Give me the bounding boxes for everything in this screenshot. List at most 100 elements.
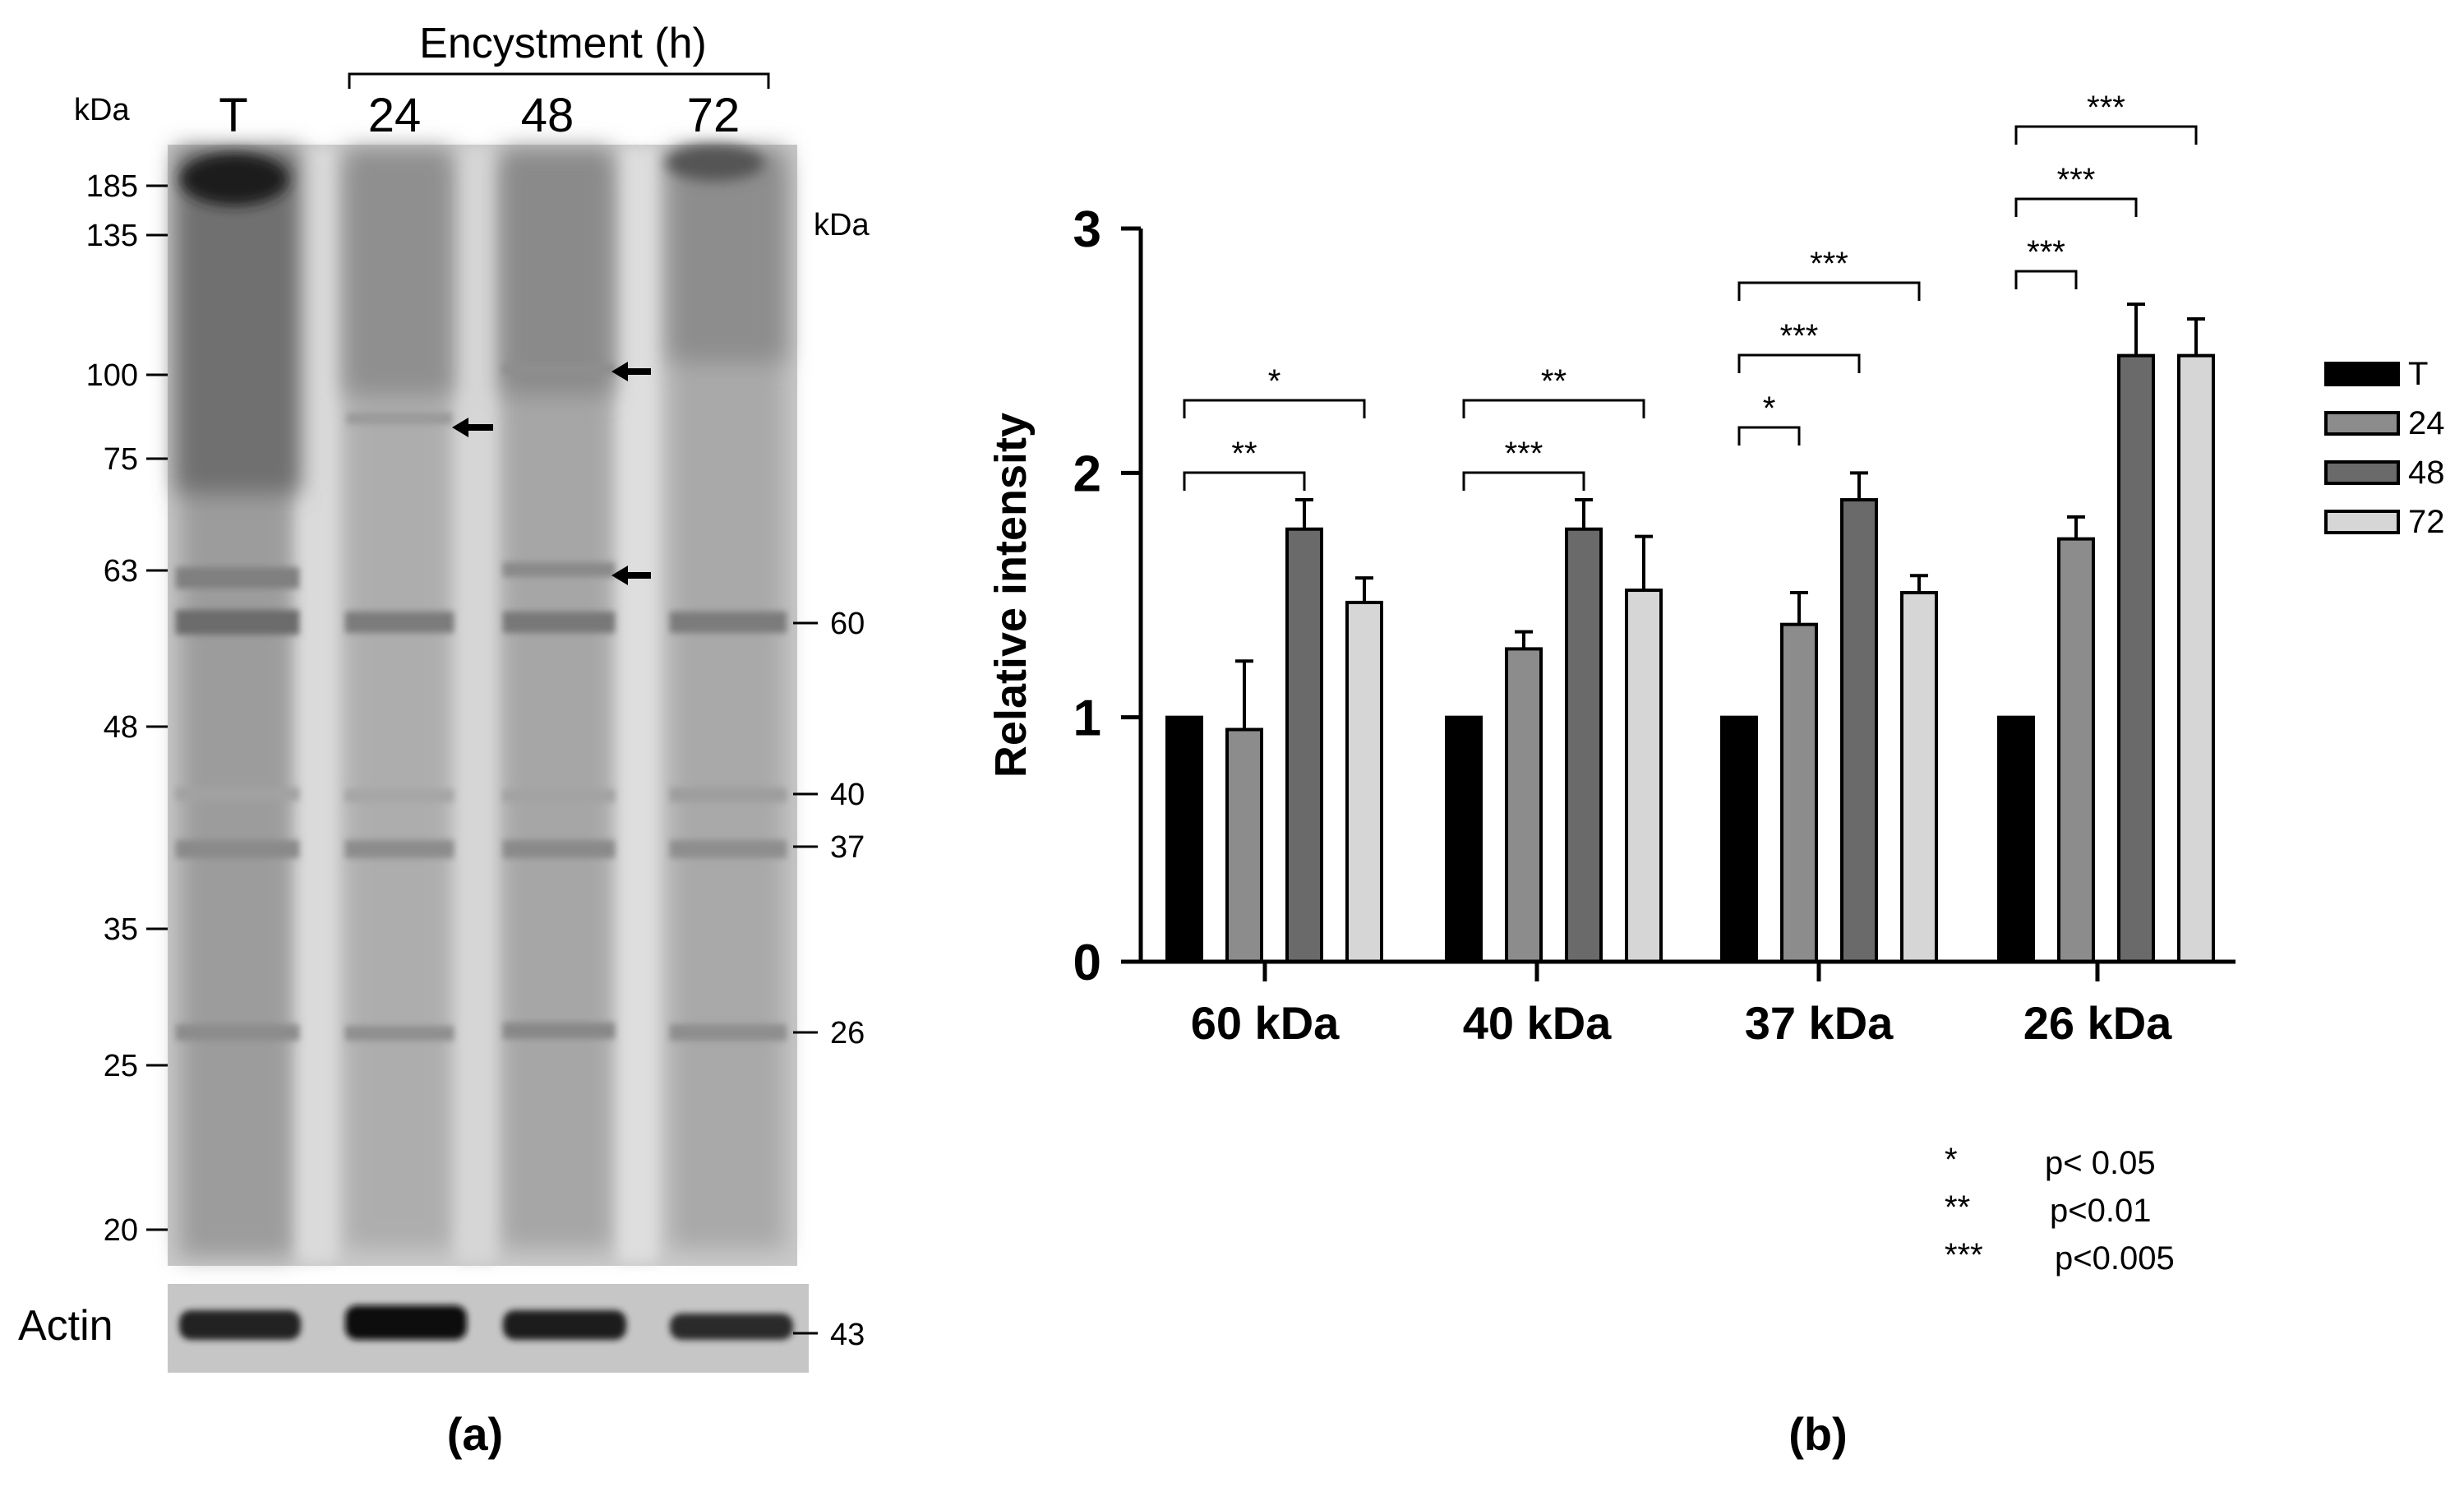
bar-48-1 (1565, 527, 1603, 963)
lane-label-72: 72 (687, 89, 741, 142)
arrow-lane-48-lower-icon (611, 566, 651, 585)
marker-135: 135 (86, 219, 138, 253)
blot-arrows (452, 362, 651, 585)
blot-header-label: Encystment (h) (419, 20, 707, 67)
error-bar-24-1 (1515, 630, 1533, 649)
y-axis-label: Relative intensity (986, 413, 1036, 778)
sig-label-6: *** (1810, 246, 1848, 282)
sig-bracket-1: * (1183, 363, 1366, 418)
bar-72-3 (2177, 353, 2215, 963)
sig-bracket-6: *** (1737, 246, 1921, 301)
legend-swatch-72 (2324, 510, 2400, 534)
y-tick-label-1: 1 (1073, 690, 1101, 747)
marker-26: 26 (830, 1016, 865, 1050)
bar-48-0 (1285, 527, 1323, 963)
marker-48: 48 (104, 710, 138, 745)
marker-100: 100 (86, 358, 138, 393)
marker-185: 185 (86, 169, 138, 204)
sig-label-3: ** (1541, 363, 1567, 399)
sig-label-2: *** (1505, 436, 1543, 472)
bar-24-0 (1225, 727, 1263, 963)
bar-24-1 (1505, 647, 1543, 963)
sig-bracket-8: *** (2014, 162, 2138, 217)
sig-label-5: *** (1780, 318, 1819, 354)
legend-swatch-T (2324, 362, 2400, 386)
marker-43: 43 (830, 1318, 865, 1352)
marker-63: 63 (104, 554, 138, 589)
bar-72-2 (1900, 591, 1938, 963)
error-bar-72-3 (2187, 317, 2205, 356)
y-tick-label-2: 2 (1073, 446, 1101, 502)
x-tick-label-1: 40 kDa (1463, 997, 1612, 1049)
marker-25: 25 (104, 1049, 138, 1083)
legend-swatch-24 (2324, 411, 2400, 436)
bar-48-2 (1840, 498, 1878, 963)
sig-label-8: *** (2057, 162, 2096, 198)
error-bar-48-2 (1850, 471, 1868, 501)
marker-37: 37 (830, 830, 865, 865)
bar-T-2 (1720, 715, 1758, 964)
sig-bracket-7: *** (2014, 234, 2078, 289)
bar-72-0 (1345, 600, 1383, 963)
sig-label-7: *** (2027, 234, 2065, 270)
legend-swatch-48 (2324, 460, 2400, 485)
error-bar-48-1 (1575, 498, 1593, 529)
lane-label-48: 48 (521, 89, 574, 142)
marker-35: 35 (104, 912, 138, 947)
kda-left-label: kDa (74, 93, 130, 127)
bar-T-0 (1165, 715, 1203, 964)
actin-label: Actin (18, 1302, 113, 1350)
lane-label-T: T (219, 89, 247, 142)
y-tick-label-3: 3 (1073, 201, 1101, 258)
blot-header-bracket (348, 72, 770, 89)
error-bar-48-0 (1295, 498, 1313, 529)
legend-label-48: 48 (2408, 455, 2445, 491)
y-ticks: 0 1 2 3 (1073, 201, 1141, 991)
error-bar-24-3 (2067, 515, 2085, 539)
sig-bracket-4: * (1737, 390, 1801, 446)
blot-bands (176, 363, 787, 1041)
bar-24-3 (2057, 537, 2095, 963)
sig-bracket-2: *** (1462, 436, 1585, 491)
error-bar-72-2 (1910, 574, 1928, 593)
legend: T 24 48 72 (2324, 356, 2445, 540)
sig-bracket-0: ** (1183, 436, 1306, 491)
error-bar-48-3 (2127, 302, 2145, 356)
arrow-lane-48-upper-icon (611, 362, 651, 381)
error-bars-layer (1235, 302, 2205, 730)
blot-panel: Encystment (h) kDa kDa T 24 48 72 (18, 20, 870, 1460)
marker-60: 60 (830, 607, 865, 641)
key-text-1: p<0.01 (2050, 1193, 2151, 1229)
x-tick-label-3: 26 kDa (2023, 997, 2172, 1049)
blot-caption: (a) (447, 1408, 503, 1460)
arrow-lane-24-icon (452, 418, 493, 437)
kda-right-label: kDa (814, 208, 870, 242)
significance-key: * p< 0.05 ** p<0.01 *** p<0.005 (1945, 1142, 2175, 1277)
blot-membrane (168, 145, 809, 1373)
key-symbol-1: ** (1945, 1189, 1970, 1226)
bars-layer (1165, 353, 2215, 964)
legend-label-72: 72 (2408, 504, 2445, 540)
y-tick-label-0: 0 (1073, 935, 1101, 991)
sig-label-4: * (1763, 390, 1776, 427)
key-symbol-0: * (1945, 1142, 1958, 1178)
bar-72-1 (1625, 589, 1663, 963)
bar-48-3 (2117, 353, 2155, 963)
sig-label-1: * (1268, 363, 1281, 399)
x-tick-label-2: 37 kDa (1745, 997, 1894, 1049)
actin-bands (179, 1305, 793, 1340)
sig-label-0: ** (1231, 436, 1257, 472)
left-markers: 185 135 100 75 63 48 35 25 20 (86, 169, 168, 1248)
key-text-2: p<0.005 (2055, 1240, 2175, 1277)
marker-40: 40 (830, 778, 865, 812)
legend-label-T: T (2408, 356, 2428, 392)
x-ticks: 60 kDa 40 kDa 37 kDa 26 kDa (1191, 962, 2172, 1049)
key-text-0: p< 0.05 (2045, 1145, 2156, 1181)
error-bar-72-1 (1635, 534, 1653, 591)
error-bar-24-0 (1235, 659, 1253, 730)
significance-layer: *************** ********* (1183, 90, 2198, 491)
error-bar-24-2 (1790, 591, 1808, 625)
